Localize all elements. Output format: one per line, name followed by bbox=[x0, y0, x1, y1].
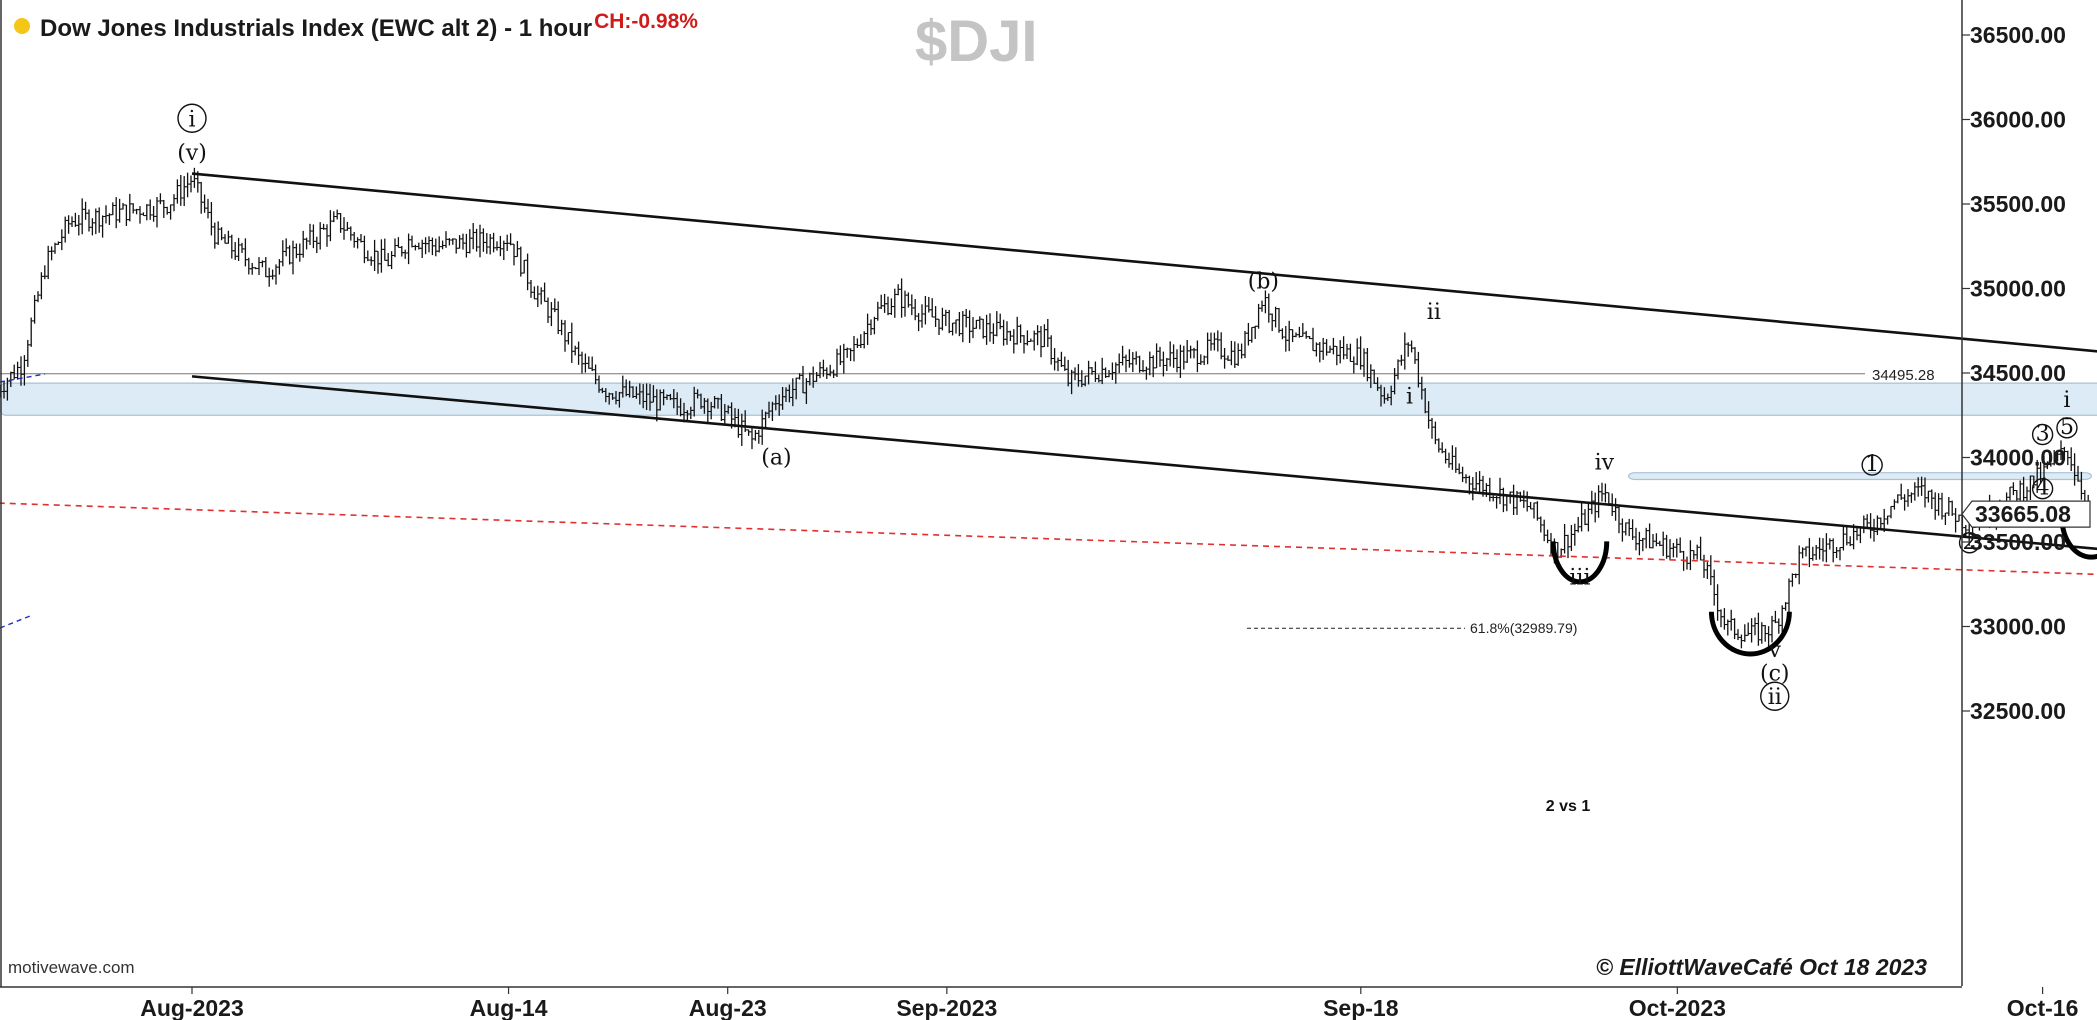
wave-label: (v) bbox=[177, 141, 207, 166]
change-readout: CH:-0.98% bbox=[594, 10, 698, 33]
wave-label: i bbox=[2063, 388, 2070, 413]
wave-label-circle bbox=[1760, 681, 1790, 711]
wave-label: 3 bbox=[2036, 422, 2050, 447]
note-label: 2 vs 1 bbox=[1546, 798, 1591, 815]
trendlines-layer: 61.8%(32989.79) bbox=[0, 172, 2097, 657]
arc-iii bbox=[1550, 541, 1610, 584]
plot-background bbox=[0, 0, 1960, 986]
level-label: 34495.28 bbox=[1872, 367, 1935, 384]
price-axis: 36500.00 36000.00 35500.00 35000.00 34500.00… bbox=[1961, 22, 2091, 724]
arc-ii-main bbox=[1708, 611, 1792, 657]
last-price-label: 33665.08 bbox=[1975, 501, 2071, 527]
symbol-watermark: $DJI bbox=[915, 9, 1038, 74]
wave-label: iii bbox=[1569, 565, 1590, 590]
wave-label: ii bbox=[1768, 685, 1782, 710]
last-price-tag bbox=[1961, 500, 2091, 528]
copyright-note: © ElliottWaveCafé Oct 18 2023 bbox=[1596, 954, 1927, 980]
upper-channel bbox=[191, 172, 2097, 353]
y-tick-label: 36500.00 bbox=[1970, 22, 2066, 48]
y-tick-label: 35000.00 bbox=[1970, 276, 2066, 302]
wave-label-circle bbox=[2031, 477, 2054, 500]
source-site: motivewave.com bbox=[8, 958, 135, 977]
wave-label: i bbox=[1406, 384, 1413, 409]
chart-header: Dow Jones Industrials Index (EWC alt 2) … bbox=[14, 10, 698, 43]
wave-label: i bbox=[188, 107, 195, 132]
wave-label: (b) bbox=[1248, 270, 1279, 295]
wave-label-circle bbox=[177, 103, 207, 133]
y-tick-label: 33500.00 bbox=[1970, 529, 2066, 555]
y-tick-label: 36000.00 bbox=[1970, 107, 2066, 133]
small-blue-zone bbox=[1628, 472, 2092, 481]
wave-label: 1 bbox=[1865, 452, 1879, 477]
wave-label: (a) bbox=[761, 445, 791, 470]
annotations-layer: 2 vs 1 bbox=[1546, 798, 1591, 815]
y-tick-label: 34500.00 bbox=[1970, 360, 2066, 386]
y-tick-label: 32500.00 bbox=[1970, 698, 2066, 724]
x-tick-label: Oct-16 bbox=[2007, 995, 2079, 1020]
x-tick-label: Sep-2023 bbox=[896, 995, 997, 1020]
wave-label: 5 bbox=[2060, 415, 2074, 440]
x-tick-label: Aug-2023 bbox=[140, 995, 244, 1020]
wave-label: ii bbox=[1427, 300, 1441, 325]
x-tick-label: Aug-23 bbox=[689, 995, 767, 1020]
status-dot-icon bbox=[14, 18, 30, 34]
blue-dashed-stub bbox=[0, 373, 46, 383]
x-tick-label: Sep-18 bbox=[1323, 995, 1399, 1020]
x-tick-label: Oct-2023 bbox=[1629, 995, 1726, 1020]
y-tick-label: 34000.00 bbox=[1970, 445, 2066, 471]
lower-channel bbox=[191, 375, 2097, 551]
wave-label-circle bbox=[1861, 454, 1883, 476]
wave-label-circle bbox=[2031, 423, 2054, 446]
wave-label-circle bbox=[2056, 417, 2078, 439]
wave-label: iv bbox=[1595, 450, 1615, 475]
time-axis: Aug-2023 Aug-14 Aug-23 Sep-2023 Sep-18 Oct-20… bbox=[140, 987, 2079, 1020]
wave-label: v bbox=[1768, 638, 1782, 663]
y-tick-label: 35500.00 bbox=[1970, 191, 2066, 217]
chart-title: Dow Jones Industrials Index (EWC alt 2) … bbox=[40, 15, 593, 42]
wave-label-circle bbox=[1958, 532, 1981, 554]
y-tick-label: 33000.00 bbox=[1970, 614, 2066, 640]
wave-label: 4 bbox=[2036, 476, 2050, 501]
arc-ii-minor bbox=[2059, 518, 2097, 560]
x-tick-label: Aug-14 bbox=[470, 995, 548, 1020]
fib-label: 61.8%(32989.79) bbox=[1470, 620, 1577, 636]
